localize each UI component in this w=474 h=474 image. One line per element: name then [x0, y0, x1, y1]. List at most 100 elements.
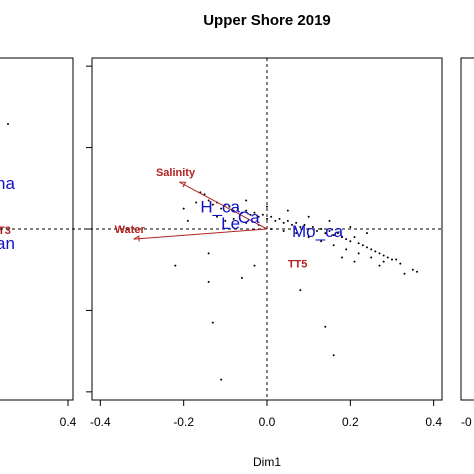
site-point: [332, 244, 335, 247]
site-point: [332, 354, 335, 357]
site-point: [224, 219, 227, 222]
site-point: [349, 240, 352, 243]
site-point: [341, 256, 343, 259]
site-point: [307, 236, 310, 239]
right-panel-tick-label: -0: [461, 415, 472, 429]
site-point: [336, 232, 339, 235]
site-point: [266, 205, 268, 208]
site-point: [253, 211, 256, 214]
site-point: [282, 230, 285, 233]
site-point: [320, 228, 323, 230]
x-tick-label: 0.2: [342, 415, 359, 429]
site-point: [274, 219, 277, 222]
env-vector-arrowhead: [133, 235, 140, 242]
site-point: [345, 248, 348, 251]
right-panel-frame: [460, 57, 474, 401]
site-point: [270, 215, 273, 218]
site-point: [253, 264, 256, 267]
x-axis-label: Dim1: [253, 455, 281, 469]
site-point: [257, 215, 260, 218]
site-point: [353, 260, 356, 263]
site-point: [295, 232, 298, 235]
site-point: [211, 321, 214, 324]
site-point: [324, 325, 327, 328]
site-point: [286, 219, 289, 222]
site-point: [211, 203, 214, 206]
site-point: [220, 378, 223, 381]
site-point: [291, 223, 293, 226]
x-tick-label: 0.0: [259, 415, 276, 429]
site-point: [245, 199, 248, 202]
species-label: Mo_ca: [292, 222, 344, 241]
site-point: [303, 223, 306, 226]
site-point: [411, 268, 414, 271]
left-panel: 0.4 na T3 an: [0, 57, 77, 429]
x-tick-label: 0.4: [425, 415, 442, 429]
site-point: [316, 230, 318, 233]
site-point: [207, 252, 210, 255]
chart-title: Upper Shore 2019: [203, 12, 331, 29]
site-point: [328, 230, 331, 233]
species-label: Le: [221, 214, 240, 233]
species-label: Ca: [238, 208, 260, 227]
site-point: [345, 238, 348, 241]
site-point: [366, 246, 368, 249]
left-panel-env-label: T3: [0, 225, 11, 237]
site-point: [382, 254, 385, 257]
site-point: [182, 207, 185, 210]
site-point: [195, 201, 198, 204]
left-panel-species-label: an: [0, 234, 15, 253]
site-point: [220, 207, 223, 210]
env-label: TT5: [288, 259, 308, 271]
site-point: [320, 240, 323, 243]
site-point: [299, 225, 302, 228]
site-point: [332, 234, 335, 237]
site-point: [299, 289, 302, 292]
site-point: [370, 256, 373, 259]
site-point: [249, 213, 252, 216]
site-point: [224, 203, 227, 206]
site-point: [341, 236, 343, 239]
site-point: [361, 244, 364, 247]
site-point: [382, 260, 385, 263]
site-point: [328, 219, 331, 222]
site-point: [282, 221, 285, 224]
site-point: [228, 205, 231, 208]
env-vector-label: Water: [115, 224, 146, 236]
left-panel-tick-label: 0.4: [60, 415, 77, 429]
left-panel-point: [7, 123, 9, 125]
site-point: [174, 264, 177, 267]
site-point: [261, 213, 264, 216]
site-point: [278, 217, 281, 220]
site-point: [366, 232, 368, 235]
env-vector-line: [179, 181, 268, 230]
env-vector-line: [133, 228, 268, 240]
site-point: [311, 225, 314, 228]
site-point: [207, 280, 210, 283]
site-point: [241, 211, 243, 214]
site-point: [353, 236, 356, 239]
env-vector-label: Salinity: [156, 167, 196, 179]
site-point: [236, 207, 239, 210]
site-point: [349, 225, 352, 228]
site-point: [378, 252, 381, 255]
site-point: [403, 272, 406, 275]
x-tick-label: -0.4: [90, 415, 111, 429]
site-point: [307, 215, 310, 218]
site-point: [270, 228, 273, 230]
site-point: [399, 262, 402, 265]
site-point: [241, 276, 243, 279]
species-label: H_ca: [200, 198, 240, 217]
site-point: [357, 252, 360, 255]
site-point: [245, 209, 248, 212]
site-point: [374, 250, 377, 253]
env-vector-arrowhead: [179, 181, 187, 188]
site-point: [295, 221, 298, 224]
env-vectors: Salinity Water TT5: [115, 167, 308, 270]
site-point: [216, 215, 218, 218]
site-point: [370, 248, 373, 251]
site-point: [232, 217, 235, 220]
site-point: [386, 256, 389, 259]
